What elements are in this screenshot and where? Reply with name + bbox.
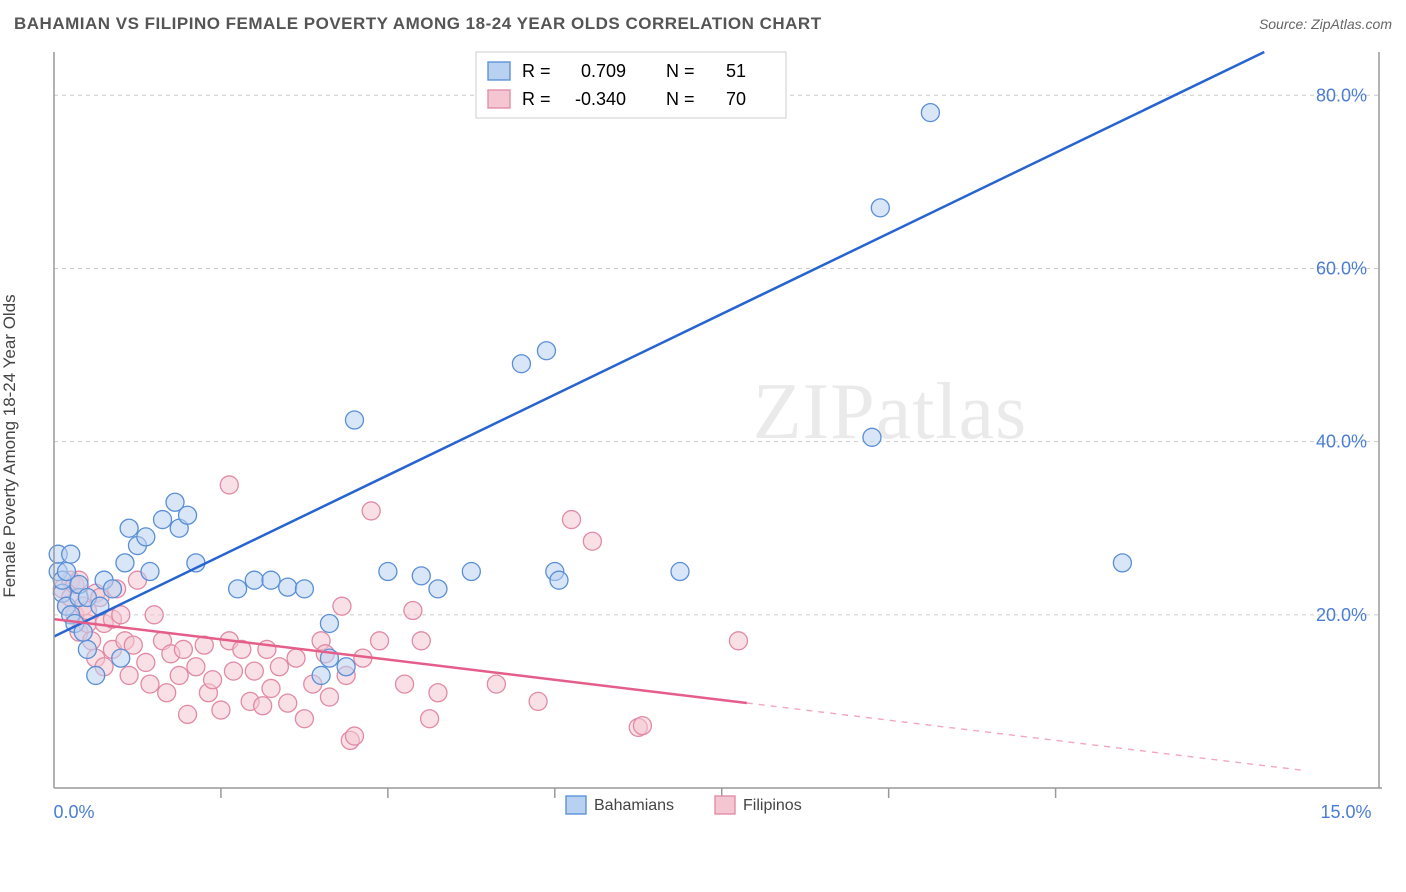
y-tick-label: 40.0% (1316, 432, 1367, 452)
scatter-point (337, 658, 355, 676)
legend-r-label: R = (522, 61, 551, 81)
y-tick-label: 60.0% (1316, 258, 1367, 278)
scatter-point (362, 502, 380, 520)
x-tick-label: 0.0% (53, 802, 94, 822)
scatter-point (633, 717, 651, 735)
scatter-point (229, 580, 247, 598)
scatter-point (421, 710, 439, 728)
scatter-point (429, 580, 447, 598)
scatter-point (141, 675, 159, 693)
scatter-point (550, 571, 568, 589)
scatter-point (120, 666, 138, 684)
scatter-point (320, 614, 338, 632)
scatter-point (262, 679, 280, 697)
scatter-point (487, 675, 505, 693)
scatter-point (412, 632, 430, 650)
scatter-point (187, 658, 205, 676)
scatter-point (245, 662, 263, 680)
scatter-point (921, 104, 939, 122)
scatter-point (279, 694, 297, 712)
scatter-point (345, 411, 363, 429)
scatter-point (429, 684, 447, 702)
legend-series-label: Filipinos (743, 797, 802, 814)
scatter-point (245, 571, 263, 589)
scatter-point (220, 476, 238, 494)
legend-r-value: 0.709 (581, 61, 626, 81)
scatter-point (158, 684, 176, 702)
scatter-point (224, 662, 242, 680)
chart-title: BAHAMIAN VS FILIPINO FEMALE POVERTY AMON… (14, 14, 822, 34)
y-tick-label: 20.0% (1316, 605, 1367, 625)
scatter-point (270, 658, 288, 676)
scatter-point (116, 554, 134, 572)
scatter-point (320, 688, 338, 706)
scatter-point (512, 355, 530, 373)
scatter-point (462, 563, 480, 581)
scatter-point (312, 666, 330, 684)
legend-n-value: 51 (726, 61, 746, 81)
scatter-point (254, 697, 272, 715)
scatter-point (537, 342, 555, 360)
scatter-point (729, 632, 747, 650)
scatter-point (87, 666, 105, 684)
legend-swatch (488, 62, 510, 80)
scatter-point (529, 692, 547, 710)
chart-header: BAHAMIAN VS FILIPINO FEMALE POVERTY AMON… (0, 0, 1406, 40)
legend-swatch (566, 796, 586, 814)
scatter-point (562, 511, 580, 529)
scatter-point (103, 580, 121, 598)
scatter-point (379, 563, 397, 581)
scatter-point (262, 571, 280, 589)
source-label: Source: (1259, 16, 1307, 32)
scatter-point (137, 653, 155, 671)
y-axis-label: Female Poverty Among 18-24 Year Olds (0, 294, 20, 597)
scatter-point (78, 640, 96, 658)
legend-n-label: N = (666, 61, 695, 81)
scatter-point (179, 506, 197, 524)
chart-source: Source: ZipAtlas.com (1259, 16, 1392, 32)
chart-svg: ZIPatlas 20.0% 40.0% 60.0% 80.0% 0.0% 15.0% R =… (46, 46, 1382, 836)
legend-n-value: 70 (726, 89, 746, 109)
x-tick-label: 15.0% (1320, 802, 1371, 822)
legend-n-label: N = (666, 89, 695, 109)
regression-line-extrapolated (747, 703, 1306, 771)
scatter-point (671, 563, 689, 581)
scatter-point (174, 640, 192, 658)
scatter-point (583, 532, 601, 550)
plot-area: ZIPatlas 20.0% 40.0% 60.0% 80.0% 0.0% 15.0% R =… (46, 46, 1382, 836)
scatter-point (371, 632, 389, 650)
scatter-point (145, 606, 163, 624)
scatter-point (62, 545, 80, 563)
scatter-point (863, 428, 881, 446)
regression-line (54, 52, 1264, 636)
scatter-point (1113, 554, 1131, 572)
scatter-point (871, 199, 889, 217)
scatter-point (137, 528, 155, 546)
scatter-point (404, 601, 422, 619)
legend-series-label: Bahamians (594, 797, 674, 814)
scatter-point (287, 649, 305, 667)
scatter-point (154, 511, 172, 529)
scatter-point (204, 671, 222, 689)
legend-swatch (715, 796, 735, 814)
scatter-point (179, 705, 197, 723)
scatter-point (396, 675, 414, 693)
scatter-point (112, 649, 130, 667)
scatter-point (345, 727, 363, 745)
scatter-point (412, 567, 430, 585)
scatter-point (333, 597, 351, 615)
legend-swatch (488, 90, 510, 108)
y-tick-label: 80.0% (1316, 85, 1367, 105)
scatter-point (120, 519, 138, 537)
source-link[interactable]: ZipAtlas.com (1311, 16, 1392, 32)
scatter-point (141, 563, 159, 581)
legend-r-value: -0.340 (575, 89, 626, 109)
legend-r-label: R = (522, 89, 551, 109)
scatter-point (170, 666, 188, 684)
scatter-point (279, 578, 297, 596)
scatter-point (295, 580, 313, 598)
watermark: ZIPatlas (753, 368, 1028, 456)
scatter-point (212, 701, 230, 719)
scatter-point (295, 710, 313, 728)
